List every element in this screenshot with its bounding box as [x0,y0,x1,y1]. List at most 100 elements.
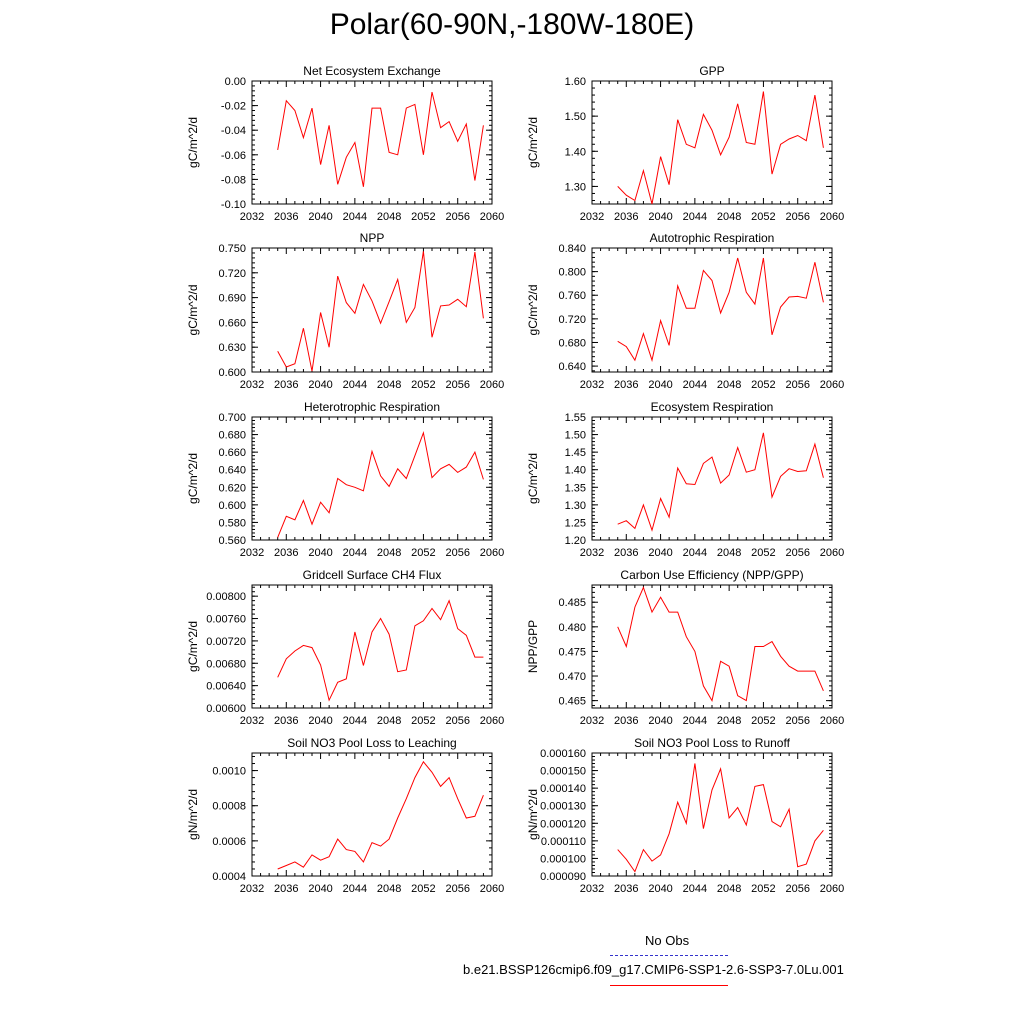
y-axis-label: gC/m^2/d [186,621,200,672]
y-tick-label: 0.700 [218,412,246,424]
y-tick-label: 0.600 [218,367,246,379]
y-tick-label: -0.08 [221,174,246,186]
x-tick-label: 2048 [717,715,741,727]
plot-frame [251,584,493,709]
plot-frame [251,752,493,877]
y-tick-label: -0.04 [221,125,246,137]
x-tick-label: 2052 [751,883,775,895]
y-tick-label: 1.20 [565,535,586,547]
x-tick-label: 2032 [580,211,604,223]
y-tick-label: 0.630 [218,342,246,354]
y-tick-label: 0.000100 [540,853,586,865]
y-axis-label: NPP/GPP [526,620,540,673]
y-tick-label: 1.35 [565,482,586,494]
x-tick-label: 2036 [274,379,298,391]
x-tick-label: 2056 [785,211,809,223]
series-line [617,586,824,702]
chart-title: Net Ecosystem Exchange [303,64,441,78]
x-tick-label: 2060 [820,547,844,559]
y-tick-label: 0.640 [218,465,246,477]
y-tick-label: 0.00600 [206,703,246,715]
x-tick-label: 2056 [785,883,809,895]
y-tick-label: 1.55 [565,412,586,424]
y-tick-label: 0.800 [558,267,586,279]
y-axis-label: gC/m^2/d [526,117,540,168]
x-tick-label: 2040 [648,379,672,391]
y-tick-label: 0.660 [218,317,246,329]
plot-frame [251,416,493,541]
x-tick-label: 2052 [411,715,435,727]
y-tick-label: 0.000130 [540,801,586,813]
x-tick-label: 2036 [614,379,638,391]
legend-label-model-run: b.e21.BSSP126cmip6.f09_g17.CMIP6-SSP1-2.… [463,962,844,977]
x-tick-label: 2044 [683,547,707,559]
x-tick-label: 2032 [580,715,604,727]
x-tick-label: 2048 [377,547,401,559]
x-tick-label: 2048 [377,211,401,223]
x-tick-label: 2036 [614,547,638,559]
series-line [617,763,824,873]
x-tick-label: 2060 [820,211,844,223]
x-tick-label: 2032 [240,715,264,727]
chart-gridcell-surface-ch4-flux: Gridcell Surface CH4 Flux 2032 2036 2040 204… [186,568,504,727]
series-line [617,91,824,205]
chart-npp: NPP 2032 2036 2040 2044 2048 2052 2056 2060 0.600… [186,231,504,391]
y-tick-label: 0.00 [225,76,246,88]
y-tick-label: -0.10 [221,199,246,211]
x-tick-label: 2044 [343,547,367,559]
y-tick-label: 1.50 [565,111,586,123]
plot-frame [251,247,493,373]
x-tick-label: 2052 [751,211,775,223]
plot-frame [591,80,833,205]
y-tick-label: 0.680 [218,430,246,442]
y-tick-label: 0.00680 [206,658,246,670]
y-axis-label: gC/m^2/d [186,453,200,504]
y-axis-label: gN/m^2/d [526,789,540,840]
x-tick-label: 2056 [785,379,809,391]
plot-frame [251,80,493,205]
y-tick-label: 0.000120 [540,818,586,830]
chart-title: Soil NO3 Pool Loss to Leaching [287,736,456,750]
y-tick-label: 0.465 [558,696,586,708]
series-line [277,599,484,702]
chart-title: Autotrophic Respiration [650,231,775,245]
y-tick-label: 0.660 [218,447,246,459]
y-tick-label: 0.00640 [206,681,246,693]
y-axis-label: gC/m^2/d [526,285,540,336]
x-tick-label: 2060 [480,379,504,391]
y-axis-label: gC/m^2/d [186,285,200,336]
x-tick-label: 2044 [683,211,707,223]
chart-autotrophic-respiration: Autotrophic Respiration 2032 2036 2040 2044 2… [526,231,844,391]
x-tick-label: 2040 [308,379,332,391]
chart-soil-no3-pool-loss-to-leaching: Soil NO3 Pool Loss to Leaching 2032 2036 20… [186,736,504,895]
y-tick-label: 0.00720 [206,636,246,648]
x-tick-label: 2048 [377,715,401,727]
x-tick-label: 2032 [580,379,604,391]
y-tick-label: 0.600 [218,500,246,512]
x-tick-label: 2032 [240,883,264,895]
x-tick-label: 2044 [683,715,707,727]
x-tick-label: 2056 [445,547,469,559]
y-tick-label: 1.25 [565,517,586,529]
y-tick-label: 1.60 [565,76,586,88]
chart-title: Gridcell Surface CH4 Flux [303,568,442,582]
y-tick-label: 0.000140 [540,783,586,795]
series-line [277,760,484,870]
y-tick-label: 0.480 [558,622,586,634]
x-tick-label: 2032 [240,379,264,391]
x-tick-label: 2044 [343,379,367,391]
y-tick-label: 0.640 [558,361,586,373]
x-tick-label: 2036 [614,883,638,895]
x-tick-label: 2052 [411,547,435,559]
x-tick-label: 2056 [445,715,469,727]
y-tick-label: 0.580 [218,517,246,529]
y-tick-label: -0.06 [221,150,246,162]
y-tick-label: 0.000110 [541,836,586,848]
x-tick-label: 2036 [614,715,638,727]
x-tick-label: 2060 [820,379,844,391]
series-line [277,251,484,372]
x-tick-label: 2060 [480,715,504,727]
x-tick-label: 2044 [343,883,367,895]
chart-soil-no3-pool-loss-to-runoff: Soil NO3 Pool Loss to Runoff 2032 2036 2040… [526,736,844,895]
